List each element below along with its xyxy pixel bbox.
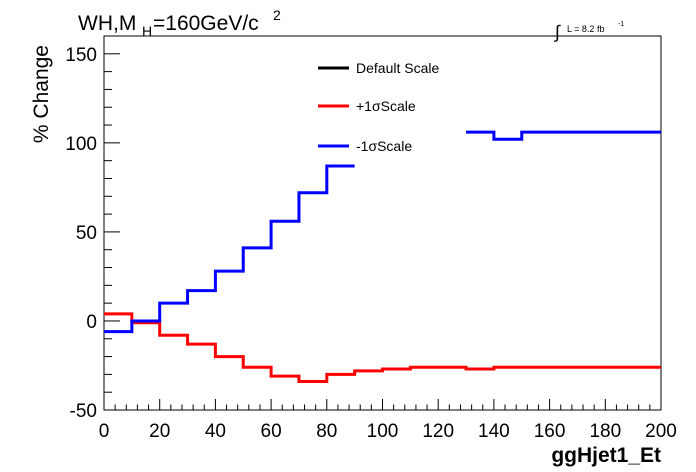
y-tick-label: 50 <box>76 223 97 244</box>
plot-frame <box>103 35 662 411</box>
title-main: WH,M <box>78 12 136 35</box>
title-rest: =160GeV/c <box>153 12 259 35</box>
x-tick-label: 20 <box>149 421 170 442</box>
series-line-2 <box>466 130 661 141</box>
x-tick-label: 40 <box>205 421 226 442</box>
x-tick-label: 100 <box>367 421 399 442</box>
title-subscript: H <box>142 23 152 39</box>
x-axis-label: ggHjet1_Et <box>551 444 661 467</box>
legend-label: +1σScale <box>356 98 416 114</box>
y-tick-label: 0 <box>86 312 97 333</box>
x-tick-label: 140 <box>478 421 510 442</box>
x-tick-label: 80 <box>316 421 337 442</box>
y-tick-label: -50 <box>70 401 97 422</box>
luminosity-label: ∫ L = 8.2 fb -1 <box>553 21 624 42</box>
y-axis-label: % Change <box>30 45 53 143</box>
luminosity-text: L = 8.2 fb <box>567 24 604 34</box>
x-tick-label: 160 <box>534 421 566 442</box>
x-tick-label: 200 <box>645 421 677 442</box>
x-tick-label: 120 <box>422 421 454 442</box>
legend-label: Default Scale <box>356 60 439 76</box>
luminosity-superscript: -1 <box>618 21 624 28</box>
y-tick-label: 100 <box>65 134 97 155</box>
series-lines <box>104 130 661 384</box>
x-tick-label: 60 <box>261 421 282 442</box>
title-superscript: 2 <box>273 7 281 23</box>
x-tick-label: 180 <box>589 421 621 442</box>
legend-label: -1σScale <box>356 138 412 154</box>
chart-title: WH,M H =160GeV/c 2 <box>78 7 281 39</box>
y-tick-label: 150 <box>65 45 97 66</box>
series-line-1 <box>104 312 661 384</box>
x-tick-label: 0 <box>99 421 110 442</box>
legend: Default Scale +1σScale -1σScale <box>318 60 439 154</box>
series-line-2 <box>104 164 355 334</box>
integral-symbol: ∫ <box>553 22 561 42</box>
